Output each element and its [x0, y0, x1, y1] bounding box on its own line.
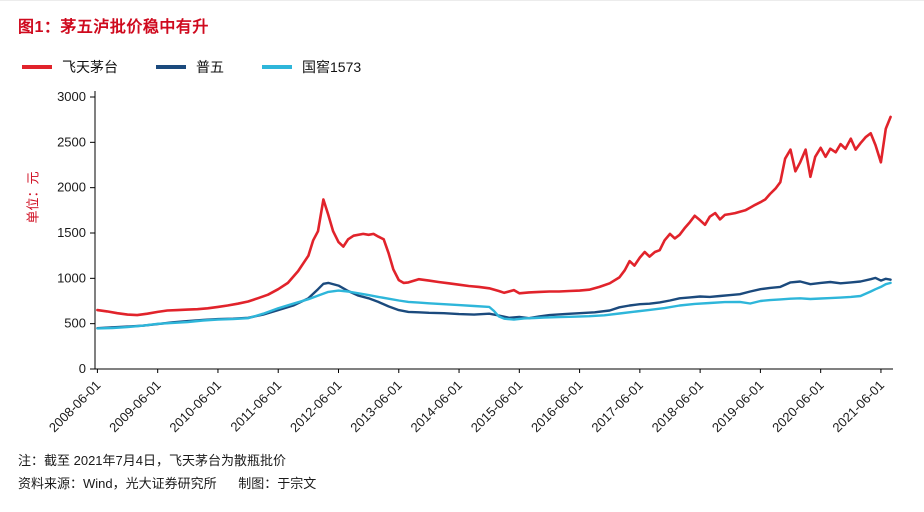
svg-text:2018-06-01: 2018-06-01 [649, 378, 707, 436]
svg-text:2010-06-01: 2010-06-01 [166, 378, 224, 436]
legend-item-puwu: 普五 [156, 57, 224, 77]
legend-label-puwu: 普五 [196, 59, 224, 75]
footnotes: 注：截至 2021年7月4日，飞天茅台为散瓶批价 资料来源：Wind，光大证券研… [18, 450, 316, 496]
svg-text:2009-06-01: 2009-06-01 [106, 378, 164, 436]
svg-text:0: 0 [79, 361, 86, 376]
svg-text:2014-06-01: 2014-06-01 [408, 378, 466, 436]
svg-text:2017-06-01: 2017-06-01 [588, 378, 646, 436]
legend-swatch-feitian-maotai [22, 65, 52, 69]
svg-text:2012-06-01: 2012-06-01 [287, 378, 345, 436]
svg-text:2020-06-01: 2020-06-01 [769, 378, 827, 436]
svg-text:2500: 2500 [57, 134, 86, 149]
svg-text:1500: 1500 [57, 225, 86, 240]
legend: 飞天茅台 普五 国窖1573 [22, 57, 361, 77]
svg-text:2008-06-01: 2008-06-01 [46, 378, 104, 436]
legend-swatch-puwu [156, 65, 186, 69]
svg-text:2013-06-01: 2013-06-01 [347, 378, 405, 436]
svg-text:1000: 1000 [57, 270, 86, 285]
footnote-line-2: 资料来源：Wind，光大证券研究所 制图：于宗文 [18, 475, 317, 491]
footnote-line-1: 注：截至 2021年7月4日，飞天茅台为散瓶批价 [18, 453, 286, 468]
svg-text:2019-06-01: 2019-06-01 [709, 378, 767, 436]
legend-item-guojiao-1573: 国窖1573 [262, 57, 361, 77]
svg-text:2011-06-01: 2011-06-01 [227, 378, 284, 435]
svg-text:2021-06-01: 2021-06-01 [829, 378, 887, 436]
chart-title: 图1：茅五泸批价稳中有升 [18, 19, 209, 36]
legend-label-feitian-maotai: 飞天茅台 [62, 59, 118, 75]
svg-text:500: 500 [64, 316, 86, 331]
legend-item-feitian-maotai: 飞天茅台 [22, 57, 118, 77]
svg-text:2015-06-01: 2015-06-01 [468, 378, 526, 436]
svg-text:3000: 3000 [57, 89, 86, 104]
svg-text:2000: 2000 [57, 180, 86, 195]
chart-svg: 0 500 1000 1500 2000 2500 3000 2008-06-01 2009-0… [46, 89, 893, 436]
legend-swatch-guojiao-1573 [262, 65, 292, 69]
svg-text:2016-06-01: 2016-06-01 [528, 378, 586, 436]
legend-label-guojiao-1573: 国窖1573 [302, 59, 362, 75]
